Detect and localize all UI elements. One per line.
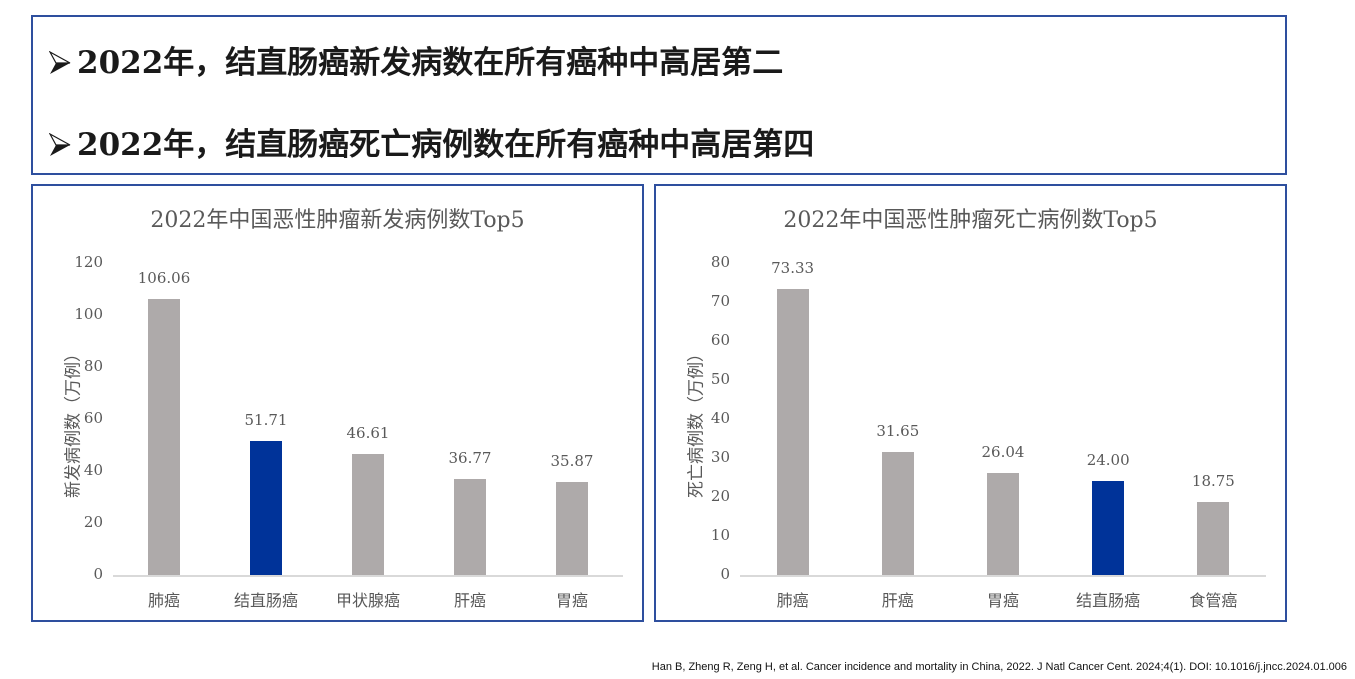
x-category-label: 甲状腺癌 [335,591,400,610]
y-tick-label: 80 [710,253,730,271]
x-axis-line [113,575,623,577]
y-tick-label: 20 [83,513,103,531]
x-category-label: 胃癌 [555,591,588,610]
x-category-label: 肝癌 [881,591,914,610]
bar-value-label: 73.33 [771,259,815,277]
bar [148,299,180,575]
chart-title: 2022年中国恶性肿瘤死亡病例数Top5 [783,208,1158,233]
chart-title: 2022年中国恶性肿瘤新发病例数Top5 [150,208,525,233]
headline-text: 2022年，结直肠癌新发病数在所有癌种中高居第二 [77,45,784,81]
bar-value-label: 31.65 [876,421,920,440]
bar [881,451,914,575]
x-category-label: 食管癌 [1189,591,1238,610]
headline-mortality: 2022年，结直肠癌死亡病例数在所有癌种中高居第四 [49,119,814,164]
bar-value-label: 106.06 [137,269,191,288]
x-category-label: 胃癌 [986,591,1019,610]
bar-value-label: 46.61 [346,423,390,442]
bar-value-label: 18.75 [1191,471,1235,490]
bar [1197,501,1230,575]
y-tick-label: 100 [74,305,103,323]
x-category-label: 结直肠癌 [233,591,298,610]
mortality-chart: 2022年中国恶性肿瘤死亡病例数Top5 死亡病例数（万例） 0 10 20 30 40… [654,184,1287,622]
arrow-bullet-icon [49,51,71,74]
bar [454,479,486,575]
bar [776,289,809,575]
y-tick-label: 120 [74,253,103,271]
y-tick-label: 20 [710,487,730,505]
x-category-label: 结直肠癌 [1076,591,1141,610]
arrow-bullet-icon [49,133,71,156]
bar [987,473,1019,575]
bar [556,481,588,575]
y-tick-label: 0 [93,565,103,583]
y-tick-label: 50 [710,370,730,388]
headline-incidence: 2022年，结直肠癌新发病数在所有癌种中高居第二 [49,37,783,82]
bar [250,440,282,575]
x-category-label: 肺癌 [776,591,809,610]
bar [352,453,384,575]
bar-value-label: 35.87 [550,451,594,470]
y-tick-label: 30 [710,448,730,466]
bar-value-label: 36.77 [448,449,492,468]
y-tick-label: 70 [710,292,730,310]
y-tick-label: 80 [83,357,103,375]
bar [1092,481,1125,575]
y-tick-label: 40 [83,461,103,479]
headline-box: 2022年，结直肠癌新发病数在所有癌种中高居第二 2022年，结直肠癌死亡病例数… [31,15,1287,175]
x-axis-line [740,575,1266,577]
y-tick-label: 10 [710,526,730,544]
y-tick-label: 60 [83,409,103,427]
bar-value-label: 26.04 [981,443,1025,462]
incidence-chart: 2022年中国恶性肿瘤新发病例数Top5 新发病例数（万例） 0 20 40 60 80… [31,184,644,622]
x-category-label: 肺癌 [147,591,180,610]
y-tick-label: 40 [710,409,730,427]
bar-value-label: 24.00 [1086,451,1130,470]
y-tick-label: 60 [710,331,730,349]
y-tick-label: 0 [720,565,730,583]
bar-value-label: 51.71 [244,410,288,429]
citation: Han B, Zheng R, Zeng H, et al. Cancer in… [651,661,1347,673]
x-category-label: 肝癌 [453,591,486,610]
headline-text: 2022年，结直肠癌死亡病例数在所有癌种中高居第四 [77,127,815,163]
